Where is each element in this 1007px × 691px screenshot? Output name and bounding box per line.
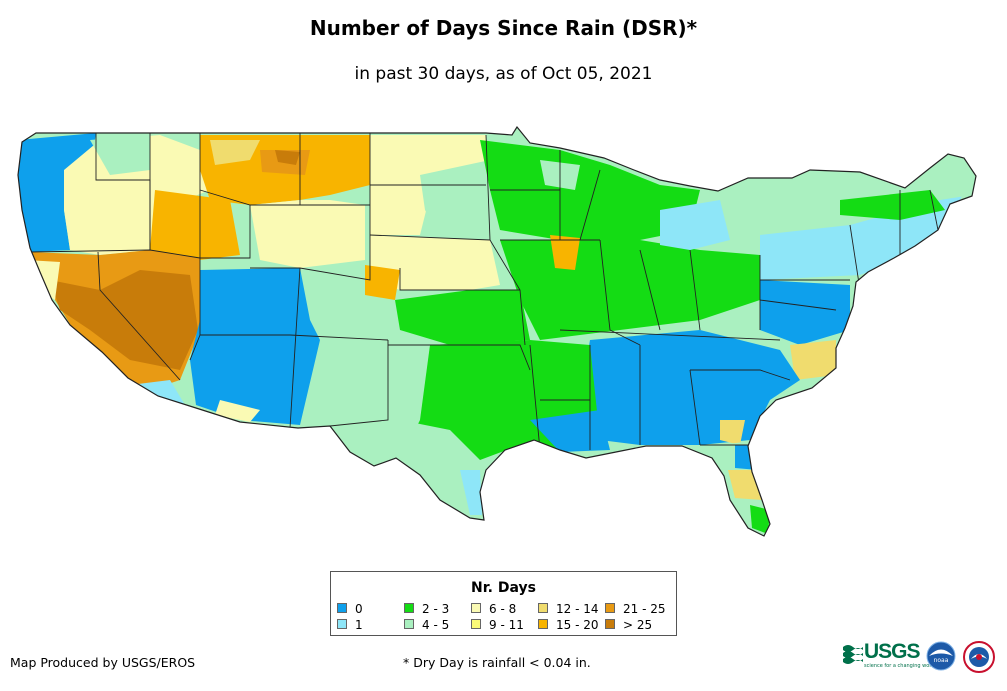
legend-label-3: 4 - 5 [422,618,450,632]
dsr-regions [18,133,972,534]
usgs-wave-icon [843,645,863,664]
legend-swatch-3 [404,619,414,629]
legend-swatch-5 [471,619,481,629]
map-title: Number of Days Since Rain (DSR)* [309,16,698,40]
legend-label-9: > 25 [623,618,653,632]
legend-title: Nr. Days [471,580,536,596]
map-credit: Map Produced by USGS/EROS [10,655,196,670]
legend-swatch-6 [538,603,548,613]
legend-swatch-8 [605,603,615,613]
legend-label-7: 15 - 20 [556,618,599,632]
dry-day-footnote: * Dry Day is rainfall < 0.04 in. [403,655,591,670]
usgs-tagline: science for a changing world [864,663,936,669]
legend-swatch-9 [605,619,615,629]
legend-swatch-4 [471,603,481,613]
legend-swatch-0 [337,603,347,613]
noaa-wordmark: noaa [934,657,949,664]
map-subtitle: in past 30 days, as of Oct 05, 2021 [354,64,653,84]
noaa-logo: noaa [926,641,956,671]
legend-label-4: 6 - 8 [489,602,517,616]
legend-label-8: 21 - 25 [623,602,666,616]
legend-swatch-7 [538,619,548,629]
nws-logo [963,641,995,673]
usgs-logo: USGS science for a changing world [843,640,936,670]
legend-label-5: 9 - 11 [489,618,524,632]
legend-swatch-2 [404,603,414,613]
legend-label-6: 12 - 14 [556,602,599,616]
legend-label-0: 0 [355,602,363,616]
legend-label-2: 2 - 3 [422,602,450,616]
usgs-wordmark: USGS [864,640,921,663]
legend: Nr. Days 0 1 2 - 3 4 - 5 6 - 8 9 - 11 12… [330,571,677,636]
legend-swatch-1 [337,619,347,629]
us-dsr-map [17,126,977,537]
legend-label-1: 1 [355,618,363,632]
